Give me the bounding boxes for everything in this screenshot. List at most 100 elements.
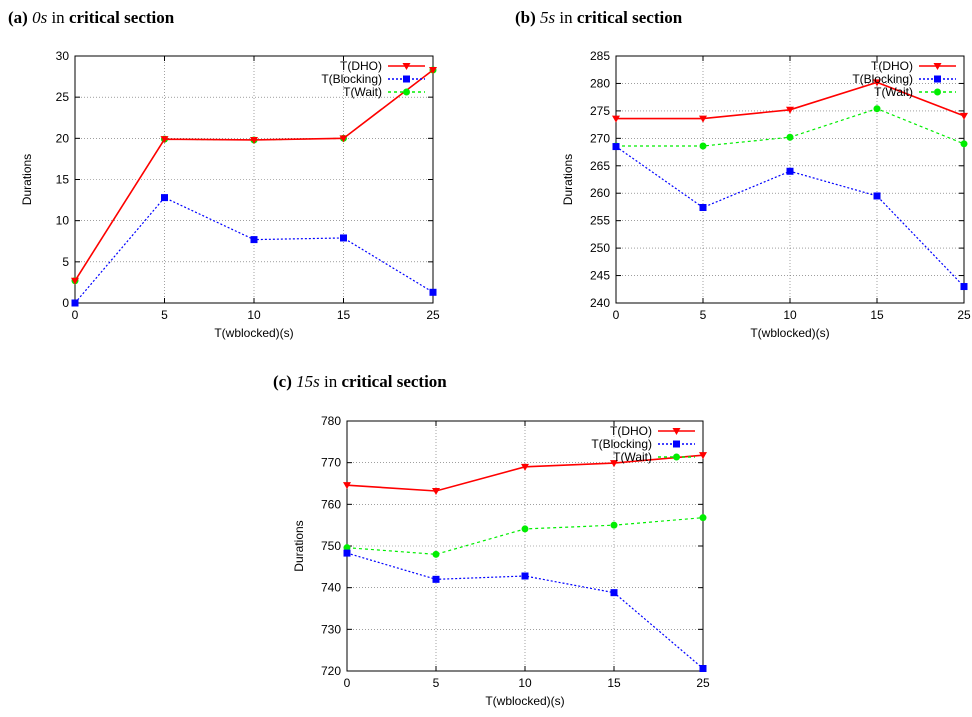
chart-0: 0 5 10 15 20 25 30 0 5 10 15 25 T(wblocked)(s) Durati… — [20, 49, 440, 340]
y-tick-label: 285 — [590, 49, 610, 63]
data-point — [873, 192, 881, 200]
y-axis-label: Durations — [20, 154, 34, 205]
x-tick-label: 10 — [783, 308, 797, 322]
data-point — [873, 105, 881, 113]
x-tick-label: 0 — [72, 308, 79, 322]
series-T(Wait) — [343, 514, 707, 558]
data-point — [960, 112, 968, 120]
plot-frame — [74, 55, 434, 304]
y-tick-label: 15 — [56, 173, 70, 187]
y-tick-label: 25 — [56, 90, 70, 104]
x-tick-label: 5 — [433, 676, 440, 690]
y-tick-label: 250 — [590, 241, 610, 255]
y-axis-label: Durations — [292, 520, 306, 571]
data-point — [429, 288, 437, 296]
chart-caption-c: (c) 15s in critical section — [273, 372, 447, 391]
chart-1: 240 245 250 255 260 265 270 275 280 285 0 5 10 15 25 T(… — [561, 49, 971, 340]
legend-label: T(Blocking) — [321, 72, 382, 86]
x-tick-label: 0 — [344, 676, 351, 690]
chart-2: 720 730 740 750 760 770 780 0 5 10 15 25 T(wblocked)… — [292, 414, 710, 708]
series-T(Blocking) — [343, 549, 707, 672]
data-point — [161, 194, 168, 202]
x-tick-label: 10 — [247, 308, 261, 322]
legend-marker — [402, 63, 411, 70]
legend-label: T(Wait) — [874, 85, 913, 99]
x-tick-label: 5 — [700, 308, 707, 322]
plot-frame — [615, 55, 965, 304]
data-point — [71, 299, 79, 307]
x-tick-label: 5 — [161, 308, 168, 322]
x-tick-label: 10 — [518, 676, 532, 690]
y-tick-label: 0 — [62, 296, 69, 310]
data-point — [340, 234, 347, 242]
legend-marker — [672, 428, 681, 435]
series-T(Blocking) — [612, 143, 968, 291]
chart-caption-a: (a) 0s in critical section — [8, 8, 175, 27]
y-tick-label: 770 — [321, 456, 341, 470]
data-point — [699, 203, 707, 211]
y-tick-label: 30 — [56, 49, 70, 63]
series-T(DHO) — [71, 66, 437, 285]
x-axis-label: T(wblocked)(s) — [750, 326, 829, 340]
data-point — [699, 115, 707, 123]
data-point — [786, 167, 794, 175]
data-point — [699, 665, 707, 672]
data-point — [873, 79, 881, 87]
legend-label: T(DHO) — [871, 59, 913, 73]
data-point — [960, 140, 968, 148]
y-tick-label: 750 — [321, 539, 341, 553]
data-point — [610, 521, 618, 529]
data-point — [429, 66, 437, 74]
data-point — [699, 142, 707, 150]
y-axis-label: Durations — [561, 154, 575, 205]
series-T(DHO) — [612, 79, 968, 123]
x-axis-label: T(wblocked)(s) — [214, 326, 293, 340]
y-tick-label: 240 — [590, 296, 610, 310]
data-point — [343, 482, 351, 490]
data-point — [71, 277, 79, 285]
data-point — [250, 136, 258, 144]
x-tick-label: 0 — [613, 308, 620, 322]
y-tick-label: 740 — [321, 581, 341, 595]
legend-label: T(Wait) — [343, 85, 382, 99]
data-point — [612, 115, 620, 123]
y-tick-label: 20 — [56, 131, 70, 145]
data-point — [250, 236, 258, 244]
y-tick-label: 760 — [321, 497, 341, 511]
data-point — [432, 575, 440, 583]
y-tick-label: 5 — [62, 255, 69, 269]
x-tick-label: 25 — [696, 676, 710, 690]
y-tick-label: 270 — [590, 131, 610, 145]
legend-marker — [933, 63, 942, 70]
data-point — [339, 135, 348, 143]
legend-label: T(Blocking) — [591, 437, 652, 451]
legend-marker — [403, 75, 410, 83]
data-point — [699, 452, 707, 460]
data-point — [521, 525, 529, 533]
x-tick-label: 25 — [957, 308, 971, 322]
legend-label: T(DHO) — [610, 424, 652, 438]
y-tick-label: 730 — [321, 622, 341, 636]
y-tick-label: 260 — [590, 186, 610, 200]
x-tick-label: 25 — [426, 308, 440, 322]
series-T(Blocking) — [71, 194, 437, 307]
y-tick-label: 780 — [321, 414, 341, 428]
data-point — [432, 550, 440, 558]
legend-marker — [934, 88, 941, 96]
data-point — [521, 463, 529, 471]
y-tick-label: 280 — [590, 76, 610, 90]
data-point — [786, 106, 794, 114]
x-tick-label: 15 — [870, 308, 884, 322]
y-tick-label: 275 — [590, 104, 610, 118]
legend: T(DHO)T(Blocking)T(Wait) — [321, 59, 425, 99]
legend-label: T(Blocking) — [852, 72, 913, 86]
y-tick-label: 245 — [590, 269, 610, 283]
legend-marker — [934, 75, 941, 83]
data-point — [343, 549, 351, 557]
y-tick-label: 255 — [590, 214, 610, 228]
data-point — [160, 136, 169, 144]
x-axis-label: T(wblocked)(s) — [485, 694, 564, 708]
y-tick-label: 265 — [590, 159, 610, 173]
data-point — [343, 544, 351, 552]
